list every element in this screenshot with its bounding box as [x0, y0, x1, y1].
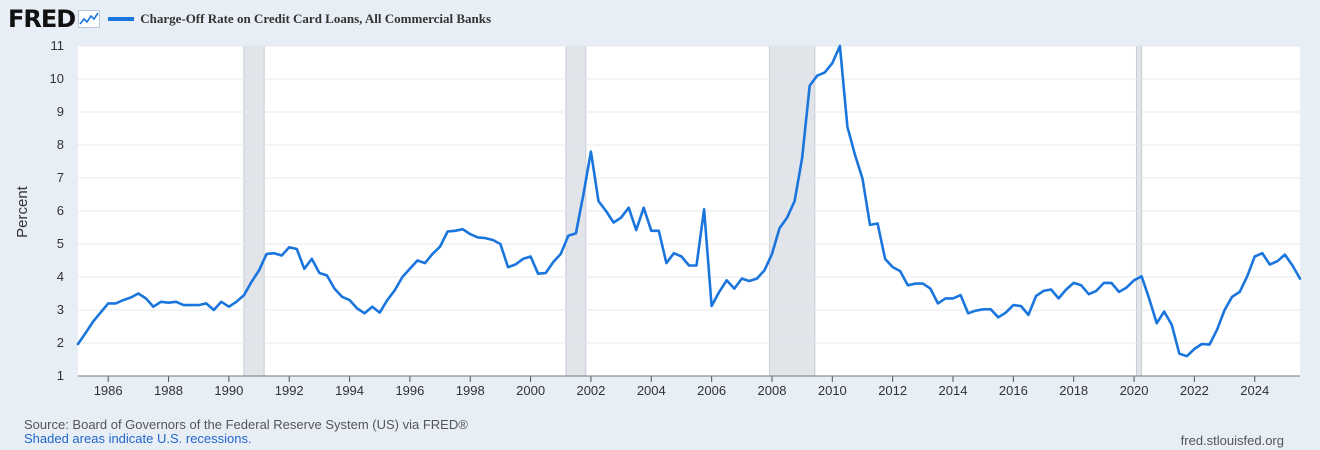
chart-header: FRED Charge-Off Rate on Credit Card Loan…: [8, 4, 491, 34]
source-note: Source: Board of Governors of the Federa…: [24, 417, 468, 432]
x-tick-label: 2004: [637, 383, 666, 398]
legend: Charge-Off Rate on Credit Card Loans, Al…: [108, 11, 491, 27]
x-tick-label: 2002: [576, 383, 605, 398]
footer: Source: Board of Governors of the Federa…: [24, 418, 468, 446]
x-tick-label: 2022: [1180, 383, 1209, 398]
y-tick-label: 10: [50, 71, 64, 86]
x-tick-label: 2018: [1059, 383, 1088, 398]
x-tick-label: 1988: [154, 383, 183, 398]
legend-swatch: [108, 17, 135, 21]
x-tick-label: 1990: [214, 383, 243, 398]
y-tick-label: 5: [57, 236, 64, 251]
y-tick-label: 6: [57, 203, 64, 218]
x-tick-label: 1998: [456, 383, 485, 398]
y-tick-label: 8: [57, 137, 64, 152]
y-tick-label: 9: [57, 104, 64, 119]
x-tick-label: 2008: [758, 383, 787, 398]
x-tick-label: 2024: [1240, 383, 1269, 398]
x-tick-label: 1992: [275, 383, 304, 398]
line-chart: 1 2 3 4 5 6 7 8 9 10 11 1986 1988 1990 1992 1994 1996 199…: [50, 38, 1302, 398]
y-tick-label: 2: [57, 335, 64, 350]
y-tick-label: 7: [57, 170, 64, 185]
fred-site-link[interactable]: fred.stlouisfed.org: [1180, 433, 1284, 448]
legend-label: Charge-Off Rate on Credit Card Loans, Al…: [140, 11, 492, 26]
x-tick-label: 1994: [335, 383, 364, 398]
series-line: [76, 44, 1302, 358]
x-tick-label: 2014: [939, 383, 968, 398]
x-tick-label: 1996: [395, 383, 424, 398]
fred-logo[interactable]: FRED: [8, 5, 76, 33]
x-tick-label: 2000: [516, 383, 545, 398]
y-tick-label: 3: [57, 302, 64, 317]
y-tick-label: 11: [51, 38, 65, 53]
chart-line-icon: [78, 10, 101, 28]
x-tick-label: 2010: [818, 383, 847, 398]
y-tick-label: 1: [57, 368, 64, 383]
x-tick-label: 2016: [999, 383, 1028, 398]
x-tick-label: 2020: [1120, 383, 1149, 398]
recession-note[interactable]: Shaded areas indicate U.S. recessions.: [24, 431, 252, 446]
y-tick-label: 4: [57, 269, 64, 284]
x-tick-label: 1986: [94, 383, 123, 398]
x-tick-label: 2012: [878, 383, 907, 398]
x-tick-label: 2006: [697, 383, 726, 398]
